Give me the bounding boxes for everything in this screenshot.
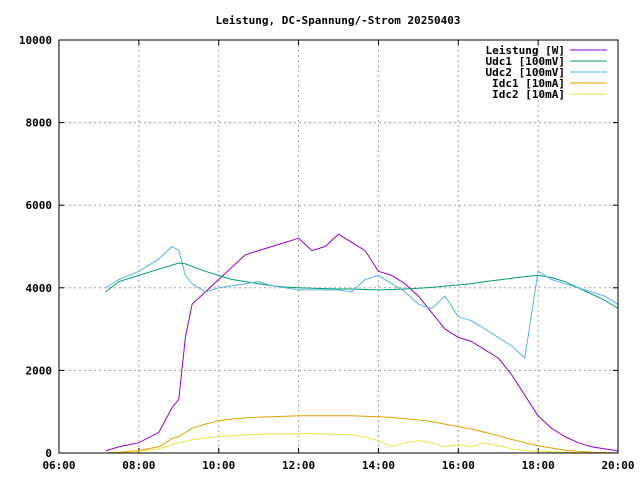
x-tick-label: 06:00 <box>42 459 75 472</box>
legend-label: Udc2 [100mV] <box>486 66 565 79</box>
series-line-3 <box>105 246 619 359</box>
legend-label: Idc2 [10mA] <box>492 88 565 101</box>
x-tick-label: 20:00 <box>601 459 634 472</box>
series-line-4 <box>105 415 619 454</box>
chart-title: Leistung, DC-Spannung/-Strom 20250403 <box>215 14 460 27</box>
x-tick-label: 16:00 <box>442 459 475 472</box>
plot-frame <box>58 39 619 454</box>
y-tick-label: 0 <box>45 447 52 460</box>
y-tick-label: 4000 <box>26 282 53 295</box>
legend-label: Idc1 [10mA] <box>492 77 565 90</box>
axes: 06:00 08:00 10:00 12:00 14:00 16:00 18:00 20:00… <box>19 34 635 472</box>
plot-area <box>105 233 619 454</box>
legend-label: Udc1 [100mV] <box>486 55 565 68</box>
series-line-2 <box>105 262 619 309</box>
legend-label: Leistung [W] <box>486 44 565 57</box>
x-tick-label: 18:00 <box>522 459 555 472</box>
x-tick-label: 10:00 <box>202 459 235 472</box>
series-line-1 <box>105 233 619 452</box>
legend: Leistung [W]Udc1 [100mV]Udc2 [100mV]Idc1… <box>486 44 607 101</box>
series-line-5 <box>105 433 618 454</box>
y-tick-label: 10000 <box>19 34 52 47</box>
x-tick-label: 14:00 <box>362 459 395 472</box>
x-tick-label: 08:00 <box>122 459 155 472</box>
y-tick-label: 2000 <box>26 364 53 377</box>
x-tick-label: 12:00 <box>282 459 315 472</box>
y-tick-label: 6000 <box>26 199 53 212</box>
grid <box>59 40 618 453</box>
y-tick-label: 8000 <box>26 117 53 130</box>
